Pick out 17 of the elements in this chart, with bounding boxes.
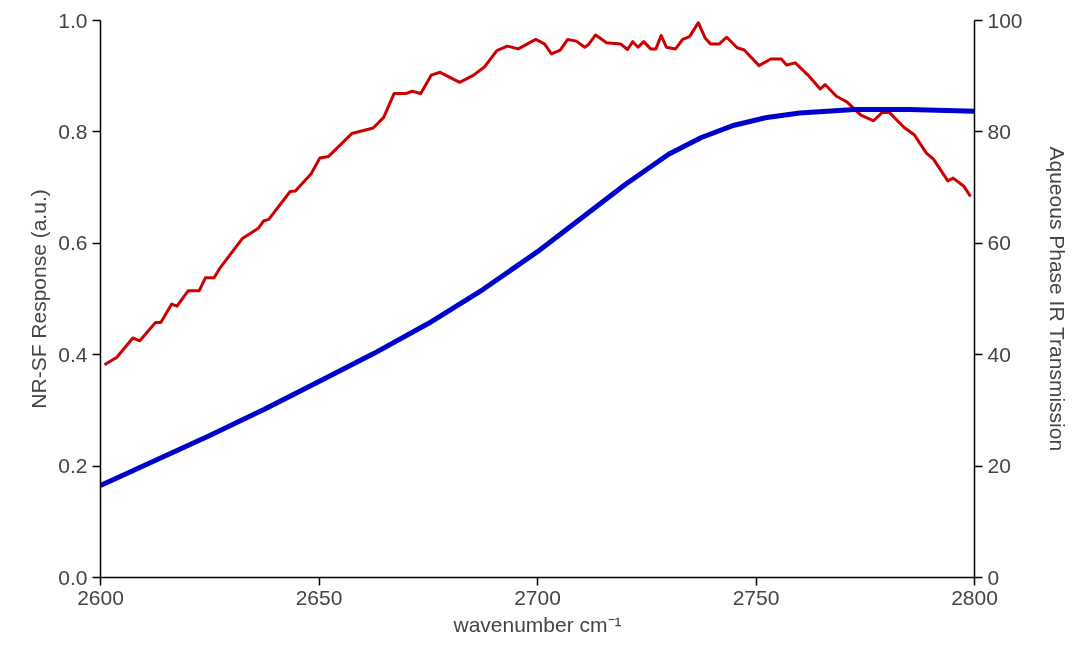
x-tick-label: 2650 [295, 585, 343, 609]
y-tick-label: 0.8 [58, 119, 88, 143]
y-axis-title: NR-SF Response (a.u.) [27, 189, 51, 409]
y2-tick-label: 100 [987, 8, 1023, 32]
y2-tick-label: 20 [987, 454, 1011, 478]
x-tick-label: 2750 [732, 585, 780, 609]
x-tick-label: 2700 [514, 585, 561, 609]
y-tick-label: 0.6 [58, 231, 88, 255]
y2-tick-label: 80 [987, 119, 1011, 143]
y2-tick-label: 60 [987, 231, 1011, 255]
line-series [102, 21, 973, 367]
y-tick-label: 0.4 [58, 342, 88, 366]
y-tick-label: 0.2 [58, 454, 88, 478]
y-tick-label: 1.0 [58, 8, 88, 32]
y2-tick-label: 40 [987, 342, 1011, 366]
x-axis-title: wavenumber cm⁻¹ [452, 612, 622, 636]
y2-axis-title: Aqueous Phase IR Transmission [1045, 146, 1069, 452]
